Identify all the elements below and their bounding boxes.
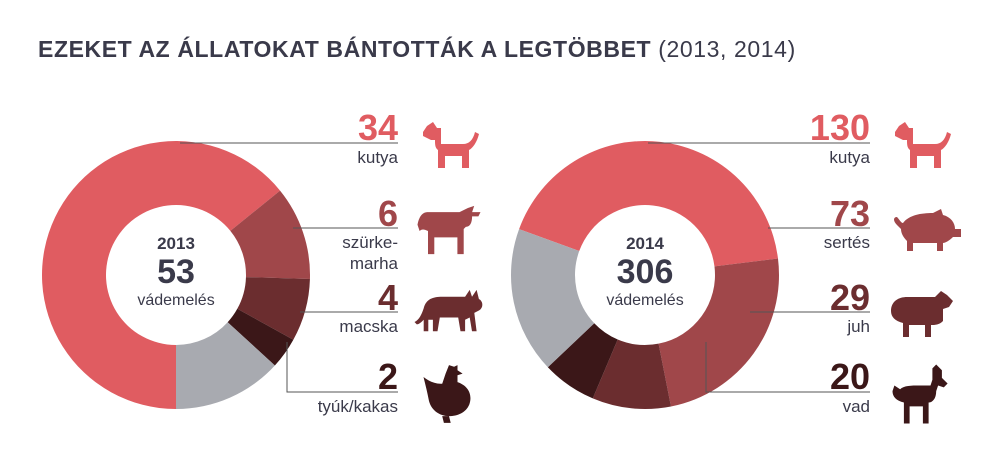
pie-slice-remaining-0	[176, 322, 275, 409]
category-label-0-1-1: marha	[350, 254, 399, 273]
pig-icon	[894, 209, 961, 251]
pie-slice-1-3	[547, 323, 618, 399]
data-label-1-2: 29	[830, 277, 870, 318]
data-label-0-2: 4	[378, 277, 398, 318]
pie-slice-remaining-1	[511, 229, 595, 368]
data-label-1-0: 130	[810, 107, 870, 148]
data-label-1-1: 73	[830, 193, 870, 234]
pie-slice-1-2	[592, 339, 671, 410]
pie-slice-0-1	[230, 190, 310, 279]
category-label-1-2: juh	[846, 317, 870, 336]
donut-center-center-value: 53	[157, 253, 195, 291]
leader-lines	[180, 142, 870, 393]
sheep-icon	[891, 291, 953, 337]
donut-charts	[42, 140, 779, 410]
leader-line-0-3	[286, 342, 398, 393]
donut-center-center-unit: vádemelés	[137, 292, 214, 309]
legend-labels: 201353vádemelés34kutya6szürke-marha4macs…	[137, 107, 870, 416]
title-main: EZEKET AZ ÁLLATOKAT BÁNTOTTÁK A LEGTÖBBE…	[38, 36, 652, 62]
pie-slice-0-0	[42, 141, 281, 409]
data-label-0-3: 2	[378, 356, 398, 397]
donut-center-center-year: 2013	[157, 234, 195, 253]
dog-icon	[895, 122, 951, 168]
chicken-icon	[423, 365, 471, 423]
data-label-0-1: 6	[378, 193, 398, 234]
pie-slice-1-1	[658, 258, 779, 407]
cow-icon	[417, 205, 481, 255]
donut-center-center-year: 2014	[626, 234, 664, 253]
donut-center-center-unit: vádemelés	[606, 292, 683, 309]
category-label-0-0: kutya	[357, 148, 398, 167]
animal-icons	[414, 122, 961, 424]
category-label-0-3: tyúk/kakas	[318, 397, 398, 416]
category-label-0-1-0: szürke-	[342, 233, 398, 252]
goat-icon	[892, 364, 948, 424]
pie-slice-1-0	[519, 140, 778, 267]
donut-center-center-value: 306	[617, 253, 674, 291]
data-label-0-0: 34	[358, 107, 398, 148]
cat-icon	[414, 289, 483, 332]
data-label-1-3: 20	[830, 356, 870, 397]
category-label-1-0: kutya	[829, 148, 870, 167]
pie-slice-0-3	[227, 308, 294, 366]
leader-line-1-3	[705, 342, 870, 393]
category-label-1-3: vad	[843, 397, 870, 416]
pie-slice-0-2	[237, 277, 310, 340]
dog-icon	[423, 122, 479, 168]
title-years: (2013, 2014)	[658, 36, 796, 62]
category-label-1-1: sertés	[824, 233, 870, 252]
chart-title: EZEKET AZ ÁLLATOKAT BÁNTOTTÁK A LEGTÖBBE…	[38, 36, 796, 63]
category-label-0-2: macska	[339, 317, 398, 336]
